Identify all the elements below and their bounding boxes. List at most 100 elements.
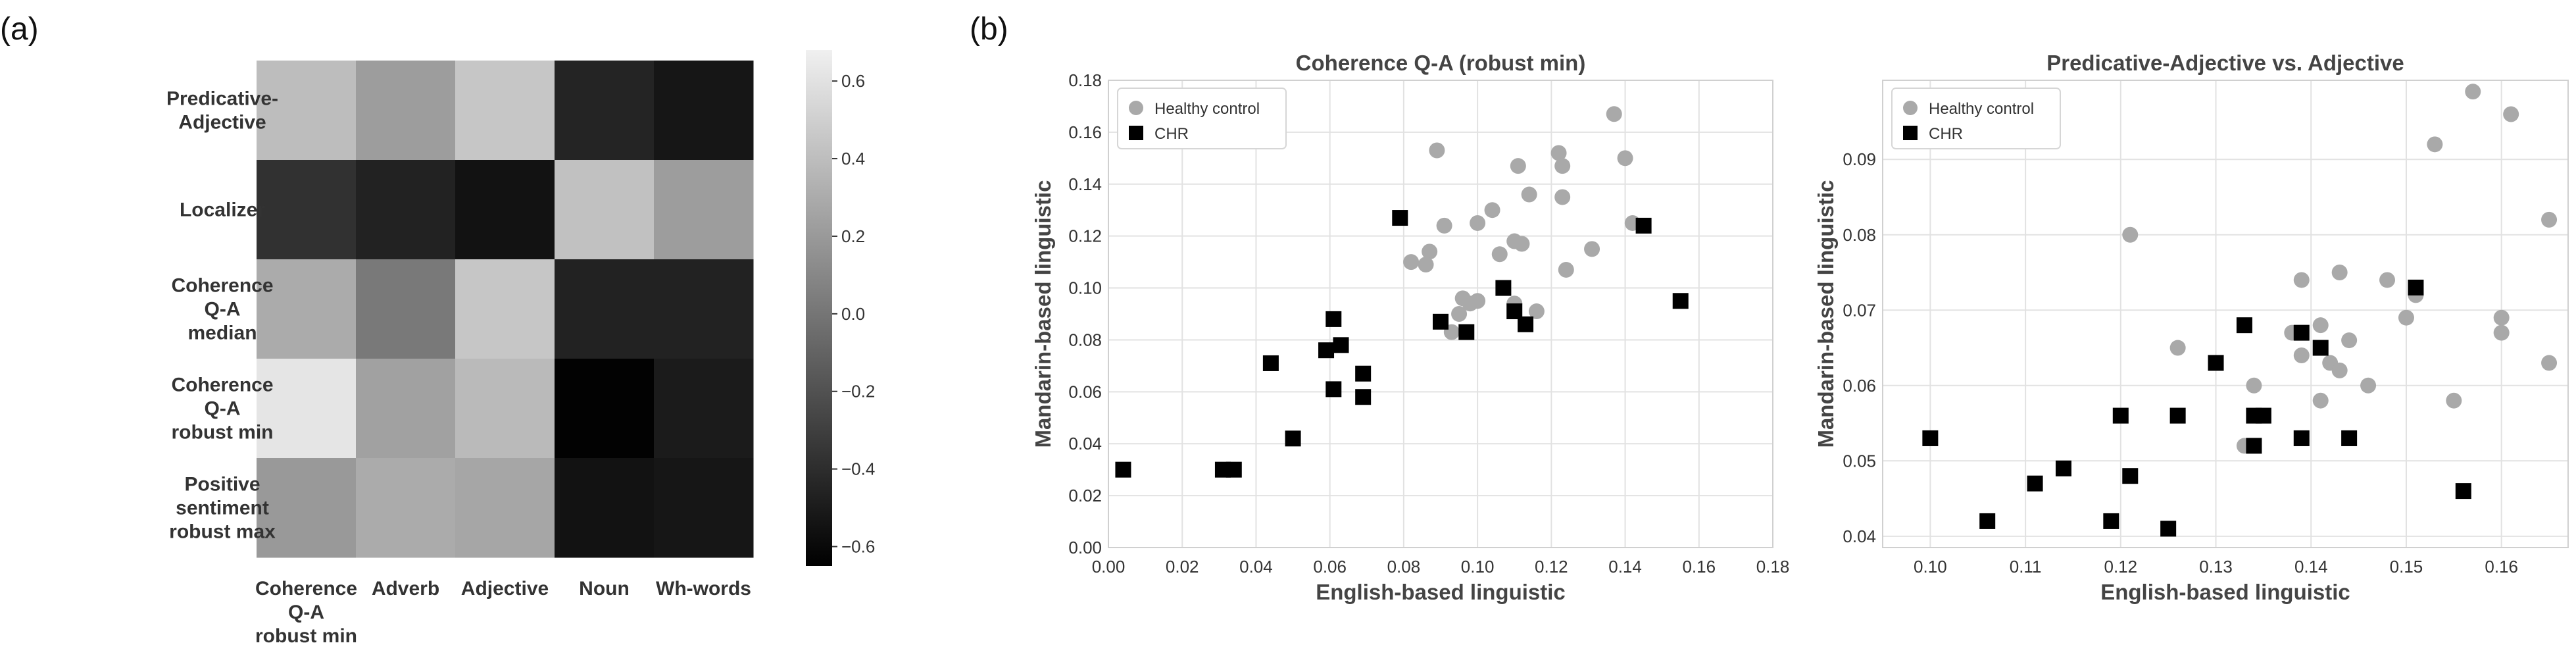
data-point-healthy-control	[1514, 236, 1530, 252]
x-tick-label: 0.11	[2010, 557, 2042, 576]
y-tick-label: 0.02	[1068, 486, 1102, 505]
x-tick-label: 0.12	[2104, 557, 2138, 576]
y-tick-label: 0.10	[1068, 278, 1102, 298]
data-point-healthy-control	[1484, 202, 1500, 218]
heatmap-cell	[257, 259, 357, 359]
data-point-healthy-control	[2503, 106, 2519, 122]
heatmap-column-label: Q-A	[288, 602, 324, 623]
heatmap-cell	[455, 359, 555, 459]
y-tick-label: 0.12	[1068, 226, 1102, 246]
y-tick-label: 0.14	[1068, 174, 1102, 194]
data-point-chr	[2455, 483, 2471, 500]
data-point-chr	[1318, 342, 1335, 359]
heatmap-row-label: median	[187, 322, 257, 344]
heatmap-row-label: Localizer	[180, 199, 265, 221]
heatmap-cell	[356, 458, 456, 558]
data-point-healthy-control	[2398, 309, 2414, 326]
heatmap-row-label: Q-A	[205, 299, 241, 320]
y-tick-label: 0.08	[1068, 330, 1102, 349]
data-point-chr	[2255, 407, 2271, 424]
x-tick-label: 0.02	[1166, 557, 1199, 576]
chart-title: Coherence Q-A (robust min)	[1296, 51, 1586, 75]
legend-entry-label: CHR	[1154, 125, 1189, 143]
data-point-chr	[2293, 324, 2310, 341]
x-tick-label: 0.14	[1608, 557, 1642, 576]
x-tick-label: 0.14	[2294, 557, 2328, 576]
heatmap-cell	[654, 458, 754, 558]
data-point-chr	[1672, 293, 1689, 309]
data-point-chr	[1392, 210, 1408, 226]
data-point-healthy-control	[1470, 293, 1486, 309]
x-tick-label: 0.12	[1535, 557, 1568, 576]
data-point-healthy-control	[2427, 136, 2443, 153]
data-point-healthy-control	[1528, 303, 1545, 320]
data-point-chr	[1285, 430, 1301, 447]
data-point-chr	[1635, 217, 1652, 234]
data-point-chr	[1333, 337, 1349, 353]
heatmap-row-label: Coherence	[171, 374, 273, 396]
data-point-chr	[1495, 280, 1512, 296]
x-tick-label: 0.18	[1756, 557, 1790, 576]
y-axis-label: Mandarin-based linguistic	[1814, 180, 1838, 448]
data-point-healthy-control	[1418, 257, 1434, 273]
data-point-chr	[2122, 468, 2139, 484]
legend-entry-label: CHR	[1929, 125, 1963, 143]
heatmap-cell	[654, 259, 754, 359]
colorbar-tick-label: 0.6	[841, 71, 865, 91]
data-point-healthy-control	[2293, 272, 2310, 288]
heatmap-cell	[654, 359, 754, 459]
data-point-healthy-control	[1451, 306, 1468, 322]
data-point-chr	[1355, 389, 1372, 405]
data-point-healthy-control	[2446, 392, 2462, 409]
x-axis-label: English-based linguistic	[2100, 580, 2350, 604]
data-point-healthy-control	[2312, 392, 2329, 409]
y-tick-label: 0.18	[1068, 70, 1102, 90]
heatmap-row-label: Q-A	[205, 398, 241, 420]
data-point-chr	[1518, 316, 1534, 332]
data-point-healthy-control	[2122, 226, 2139, 243]
x-tick-label: 0.16	[2485, 557, 2518, 576]
x-axis-label: English-based linguistic	[1316, 580, 1566, 604]
heatmap-cell	[257, 61, 357, 161]
heatmap-cell	[555, 61, 655, 161]
y-axis-label: Mandarin-based linguistic	[1031, 180, 1055, 448]
heatmap-cell	[455, 160, 555, 260]
data-point-healthy-control	[2493, 309, 2510, 326]
heatmap-column-label: Wh-words	[656, 578, 751, 600]
heatmap-row-label: sentiment	[176, 498, 269, 519]
data-point-chr	[2293, 430, 2310, 446]
data-point-chr	[2312, 340, 2329, 356]
plot-frame	[1882, 80, 2569, 548]
x-tick-label: 0.00	[1092, 557, 1126, 576]
data-point-healthy-control	[1510, 158, 1526, 174]
x-tick-label: 0.10	[1914, 557, 1947, 576]
data-point-healthy-control	[1584, 241, 1600, 257]
heatmap-row-label: Coherence	[171, 275, 273, 297]
data-point-healthy-control	[2169, 340, 2186, 356]
data-point-chr	[2103, 513, 2119, 529]
heatmap-cell	[455, 61, 555, 161]
heatmap-chart: Predicative-AdjectiveLocalizerCoherenceQ…	[166, 50, 875, 647]
colorbar-tick-label: 0.2	[841, 226, 865, 246]
data-point-chr	[1458, 324, 1475, 340]
legend-box	[1117, 88, 1287, 149]
data-point-chr	[1262, 355, 1279, 371]
panel-label-b: (b)	[970, 12, 1008, 47]
data-point-chr	[2246, 438, 2262, 454]
data-point-healthy-control	[1554, 189, 1571, 205]
x-tick-label: 0.16	[1682, 557, 1716, 576]
data-point-healthy-control	[1491, 246, 1508, 263]
data-point-healthy-control	[1550, 145, 1567, 161]
data-point-healthy-control	[1606, 106, 1622, 122]
scatter-chart-coherence: 0.00 0.02 0.04 0.06 0.08 0.10 0.12 0.14 0.16 0.18…	[1031, 51, 1789, 604]
data-point-healthy-control	[2331, 265, 2348, 281]
y-tick-label: 0.07	[1843, 300, 1876, 320]
heatmap-cell	[455, 259, 555, 359]
data-point-chr	[2160, 521, 2177, 537]
plot-frame	[1108, 80, 1773, 548]
data-point-chr	[1115, 461, 1131, 478]
heatmap-row-label: Adjective	[178, 112, 266, 134]
data-point-healthy-control	[1558, 261, 1574, 278]
plot-area	[1883, 80, 2568, 548]
y-tick-label: 0.09	[1843, 149, 1876, 169]
